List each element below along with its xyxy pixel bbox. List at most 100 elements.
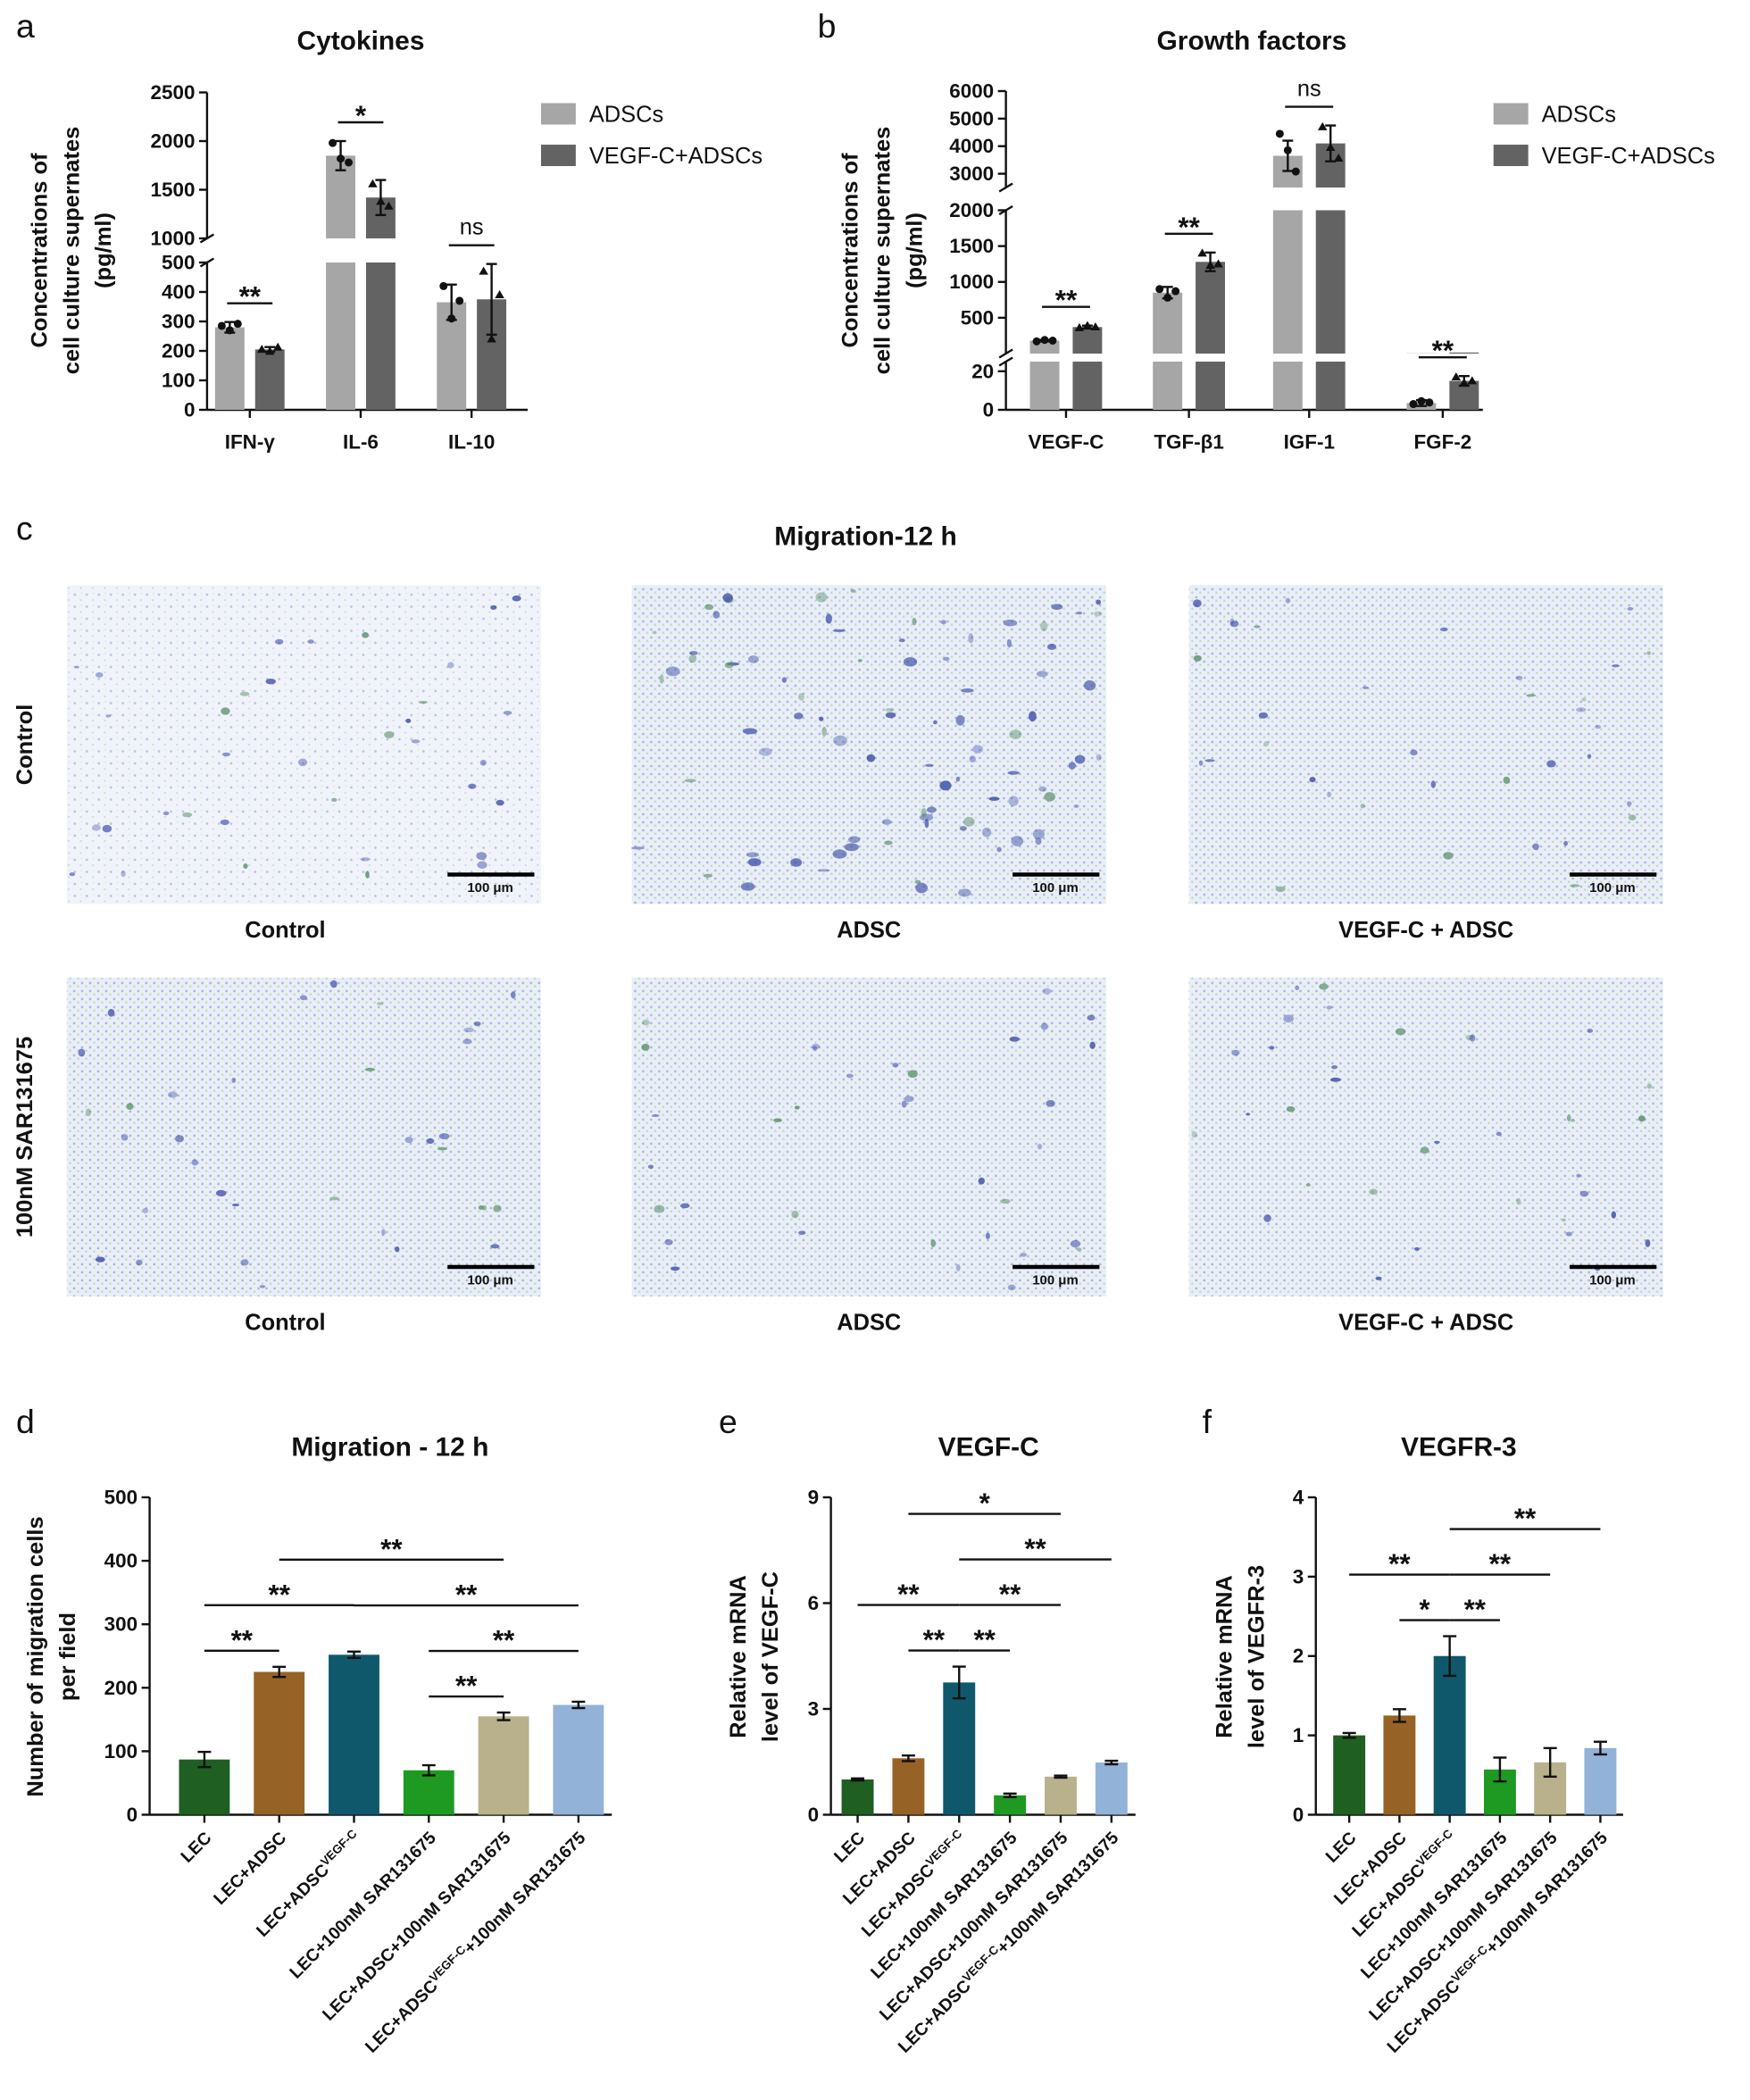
cell: [1496, 1131, 1502, 1137]
cell: [1570, 1119, 1576, 1122]
cell: [758, 747, 772, 756]
cell: [167, 1091, 178, 1098]
y-tick-label: 3: [1293, 1565, 1304, 1588]
cell: [794, 1105, 800, 1110]
cell: [1362, 686, 1370, 689]
y-tick-label: 0: [184, 398, 195, 421]
cell: [688, 651, 698, 655]
cell: [331, 797, 338, 803]
cell: [846, 1073, 854, 1079]
significance-label: **: [1388, 1548, 1411, 1579]
cell: [1020, 1253, 1027, 1257]
micrograph: [631, 978, 1106, 1296]
error-bar: [1593, 1740, 1607, 1756]
cell: [972, 745, 984, 754]
y-tick-label: 5000: [949, 107, 994, 129]
y-tick-label: 4000: [949, 135, 994, 157]
cell: [1331, 1065, 1338, 1070]
y-tick-label: 1: [1293, 1724, 1304, 1746]
cell: [1040, 621, 1048, 632]
significance-label: **: [268, 1579, 290, 1610]
bar: [553, 1704, 604, 1815]
micrograph: [66, 585, 541, 904]
cell: [1006, 638, 1012, 648]
cell: [136, 1259, 143, 1266]
data-point: [345, 158, 353, 167]
cell: [969, 755, 976, 763]
cell: [1395, 1028, 1406, 1036]
cell: [69, 872, 76, 877]
panel-letter: d: [16, 1403, 35, 1440]
bar: [1029, 340, 1060, 410]
cell: [988, 796, 1000, 801]
data-point: [1155, 285, 1164, 294]
x-tick-label: LEC: [830, 1828, 869, 1866]
cell: [1035, 838, 1042, 846]
cell: [1087, 1014, 1096, 1021]
cell: [95, 1256, 105, 1262]
cell: [1008, 796, 1019, 806]
x-tick-label: LEC: [1322, 1828, 1361, 1866]
label-run: LEC: [1322, 1828, 1361, 1866]
cell: [1003, 619, 1018, 627]
cell: [1413, 1246, 1421, 1251]
column-label: VEGF-C + ADSC: [1338, 1310, 1513, 1335]
cell: [265, 679, 276, 685]
error-bar: [1493, 1756, 1507, 1783]
cell: [1285, 597, 1291, 604]
y-tick-label: 500: [162, 251, 195, 273]
axis-break: [998, 348, 1013, 359]
cell: [881, 819, 892, 825]
cell: [978, 1177, 985, 1185]
cell: [512, 595, 521, 602]
cell: [773, 1118, 782, 1122]
cell: [985, 1232, 990, 1239]
cell: [942, 656, 950, 662]
cell: [651, 1114, 660, 1118]
significance-label: ns: [1297, 77, 1321, 102]
cell: [437, 1146, 448, 1151]
x-tick-label: IFN-γ: [225, 430, 276, 453]
cell: [722, 593, 733, 603]
y-tick-label: 1500: [949, 235, 994, 257]
cell: [297, 758, 308, 767]
data-point: [1459, 378, 1470, 387]
cell: [1032, 829, 1046, 839]
bar: [1196, 262, 1225, 410]
error-bar: [571, 1700, 586, 1710]
y-tick-label: 2500: [151, 81, 196, 104]
error-bar: [197, 1750, 212, 1769]
cell: [479, 759, 487, 766]
data-point: [495, 290, 504, 299]
error-bar: [272, 1665, 287, 1679]
cell: [844, 843, 859, 852]
y-axis-label: (pg/ml): [91, 212, 116, 288]
cell: [832, 629, 846, 632]
y-tick-label: 3000: [949, 162, 994, 185]
y-tick-label: 300: [104, 1613, 138, 1636]
cell: [746, 852, 760, 858]
label-run: VEGF-C: [318, 1827, 360, 1869]
label-run: LEC: [177, 1828, 215, 1866]
cell: [1051, 604, 1063, 611]
cell: [654, 1204, 665, 1213]
label-run: LEC+ADSC: [362, 1976, 442, 2056]
cell: [1576, 707, 1587, 712]
significance-label: **: [1514, 1503, 1537, 1534]
cell: [376, 1002, 384, 1005]
row-label: 100nM SAR131675: [12, 1037, 38, 1238]
y-tick-label: 6: [808, 1592, 819, 1614]
cell: [1007, 771, 1020, 775]
cell: [1046, 1100, 1055, 1107]
bar: [254, 1671, 305, 1815]
cell: [1089, 1041, 1096, 1049]
data-point: [487, 334, 496, 343]
cell: [126, 1103, 134, 1110]
cell: [652, 630, 657, 635]
micrograph: [1188, 978, 1663, 1296]
cell: [1204, 759, 1215, 762]
cell: [1040, 1022, 1048, 1030]
cell: [364, 1067, 376, 1071]
cell: [162, 811, 170, 816]
cell: [684, 779, 696, 783]
